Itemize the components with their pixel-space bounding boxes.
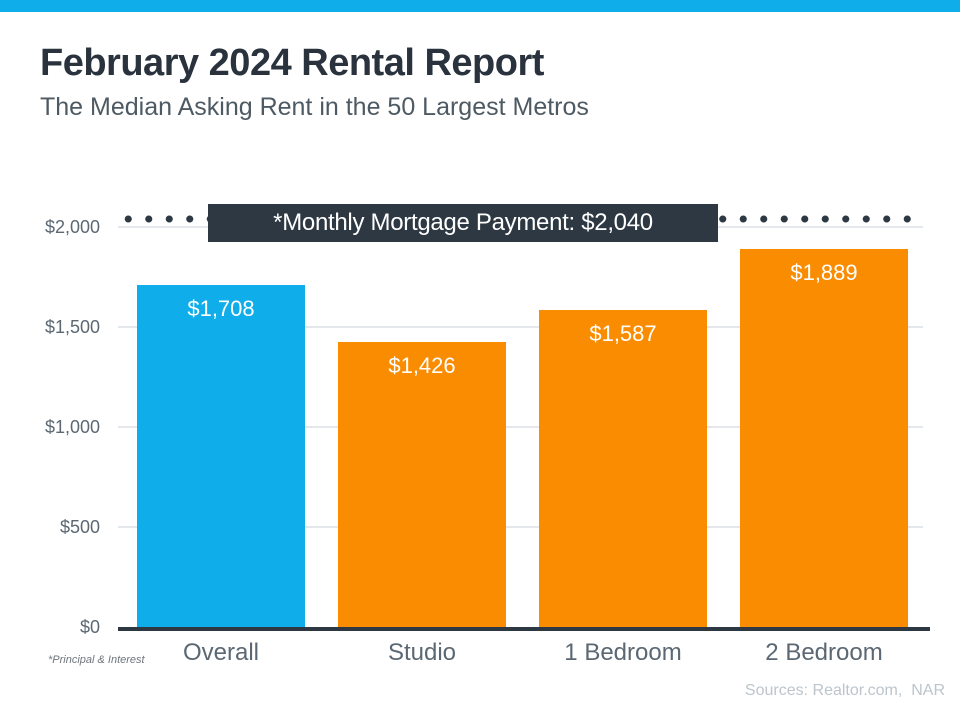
- sources-credit: Sources: Realtor.com, NAR: [744, 682, 945, 699]
- y-tick-label-1500: $1,500: [44, 317, 100, 337]
- mortgage-payment-callout: *Monthly Mortgage Payment: $2,040: [208, 204, 718, 242]
- x-tick-label-overall: Overall: [182, 639, 260, 666]
- top-accent-bar: [0, 0, 960, 12]
- gridline-1500: [118, 326, 923, 328]
- y-tick-label-500: $500: [59, 517, 100, 537]
- bar-2-bedroom: $1,889: [740, 249, 908, 627]
- bar-overall: $1,708: [137, 285, 305, 627]
- y-tick-label-1000: $1,000: [44, 417, 100, 437]
- gridline-1000: [118, 426, 923, 428]
- y-tick-label-2000: $2,000: [44, 217, 100, 237]
- page-subtitle: The Median Asking Rent in the 50 Largest…: [40, 93, 589, 121]
- bar-value-label-2-bedroom: $1,889: [790, 260, 858, 286]
- bar-1-bedroom: $1,587: [539, 309, 707, 627]
- gridline-500: [118, 526, 923, 528]
- bar-studio: $1,426: [338, 341, 506, 627]
- x-tick-label-2-bedroom: 2 Bedroom: [765, 639, 883, 666]
- x-axis-line: [118, 627, 930, 631]
- bar-value-label-1-bedroom: $1,587: [589, 320, 657, 346]
- x-tick-label-1-bedroom: 1 Bedroom: [564, 639, 682, 666]
- principal-interest-footnote: *Principal & Interest: [48, 654, 145, 666]
- bar-value-label-studio: $1,426: [388, 352, 456, 378]
- x-tick-label-studio: Studio: [387, 639, 457, 666]
- bar-value-label-overall: $1,708: [187, 296, 255, 322]
- y-tick-label-0: $0: [79, 617, 100, 637]
- page-title: February 2024 Rental Report: [40, 42, 544, 84]
